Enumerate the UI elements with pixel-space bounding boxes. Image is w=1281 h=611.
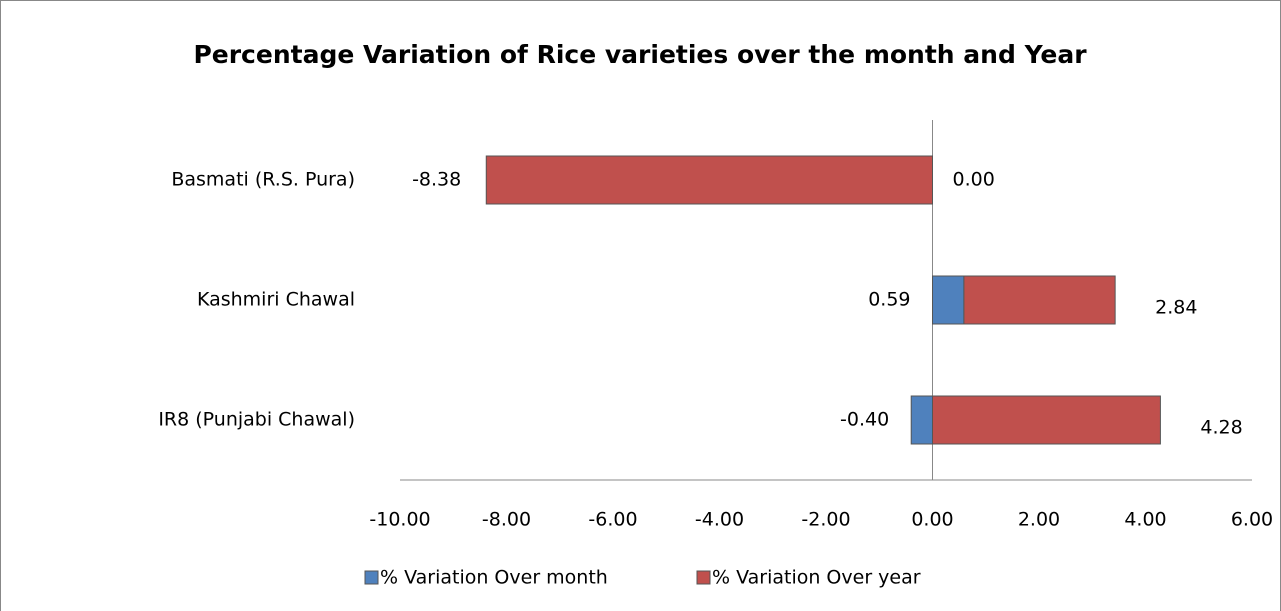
x-tick-label: 4.00 bbox=[1124, 509, 1166, 531]
data-label: 4.28 bbox=[1200, 417, 1242, 439]
bar bbox=[932, 395, 1161, 445]
x-tick-label: 2.00 bbox=[1018, 509, 1060, 531]
legend-swatch bbox=[696, 570, 711, 585]
bar bbox=[932, 275, 965, 325]
y-tick-label: IR8 (Punjabi Chawal) bbox=[158, 409, 355, 431]
legend-label: % Variation Over month bbox=[380, 567, 608, 589]
x-tick-label: -4.00 bbox=[695, 509, 744, 531]
x-tick-label: -8.00 bbox=[482, 509, 531, 531]
x-tick-label: -2.00 bbox=[801, 509, 850, 531]
x-tick-label: 6.00 bbox=[1231, 509, 1273, 531]
data-label: -0.40 bbox=[840, 409, 889, 431]
data-label: 2.84 bbox=[1155, 297, 1197, 319]
legend-label: % Variation Over year bbox=[712, 567, 921, 589]
data-label: 0.59 bbox=[868, 289, 910, 311]
data-label: -8.38 bbox=[412, 169, 461, 191]
bar bbox=[485, 155, 933, 205]
legend-swatch bbox=[364, 570, 379, 585]
chart-title: Percentage Variation of Rice varieties o… bbox=[193, 40, 1087, 69]
x-tick-label: -6.00 bbox=[588, 509, 637, 531]
y-tick-label: Basmati (R.S. Pura) bbox=[171, 169, 355, 191]
x-tick-label: 0.00 bbox=[911, 509, 953, 531]
data-label: 0.00 bbox=[953, 169, 995, 191]
x-tick-label: -10.00 bbox=[369, 509, 430, 531]
bar bbox=[910, 395, 934, 445]
bar bbox=[963, 275, 1116, 325]
y-tick-label: Kashmiri Chawal bbox=[197, 289, 355, 311]
